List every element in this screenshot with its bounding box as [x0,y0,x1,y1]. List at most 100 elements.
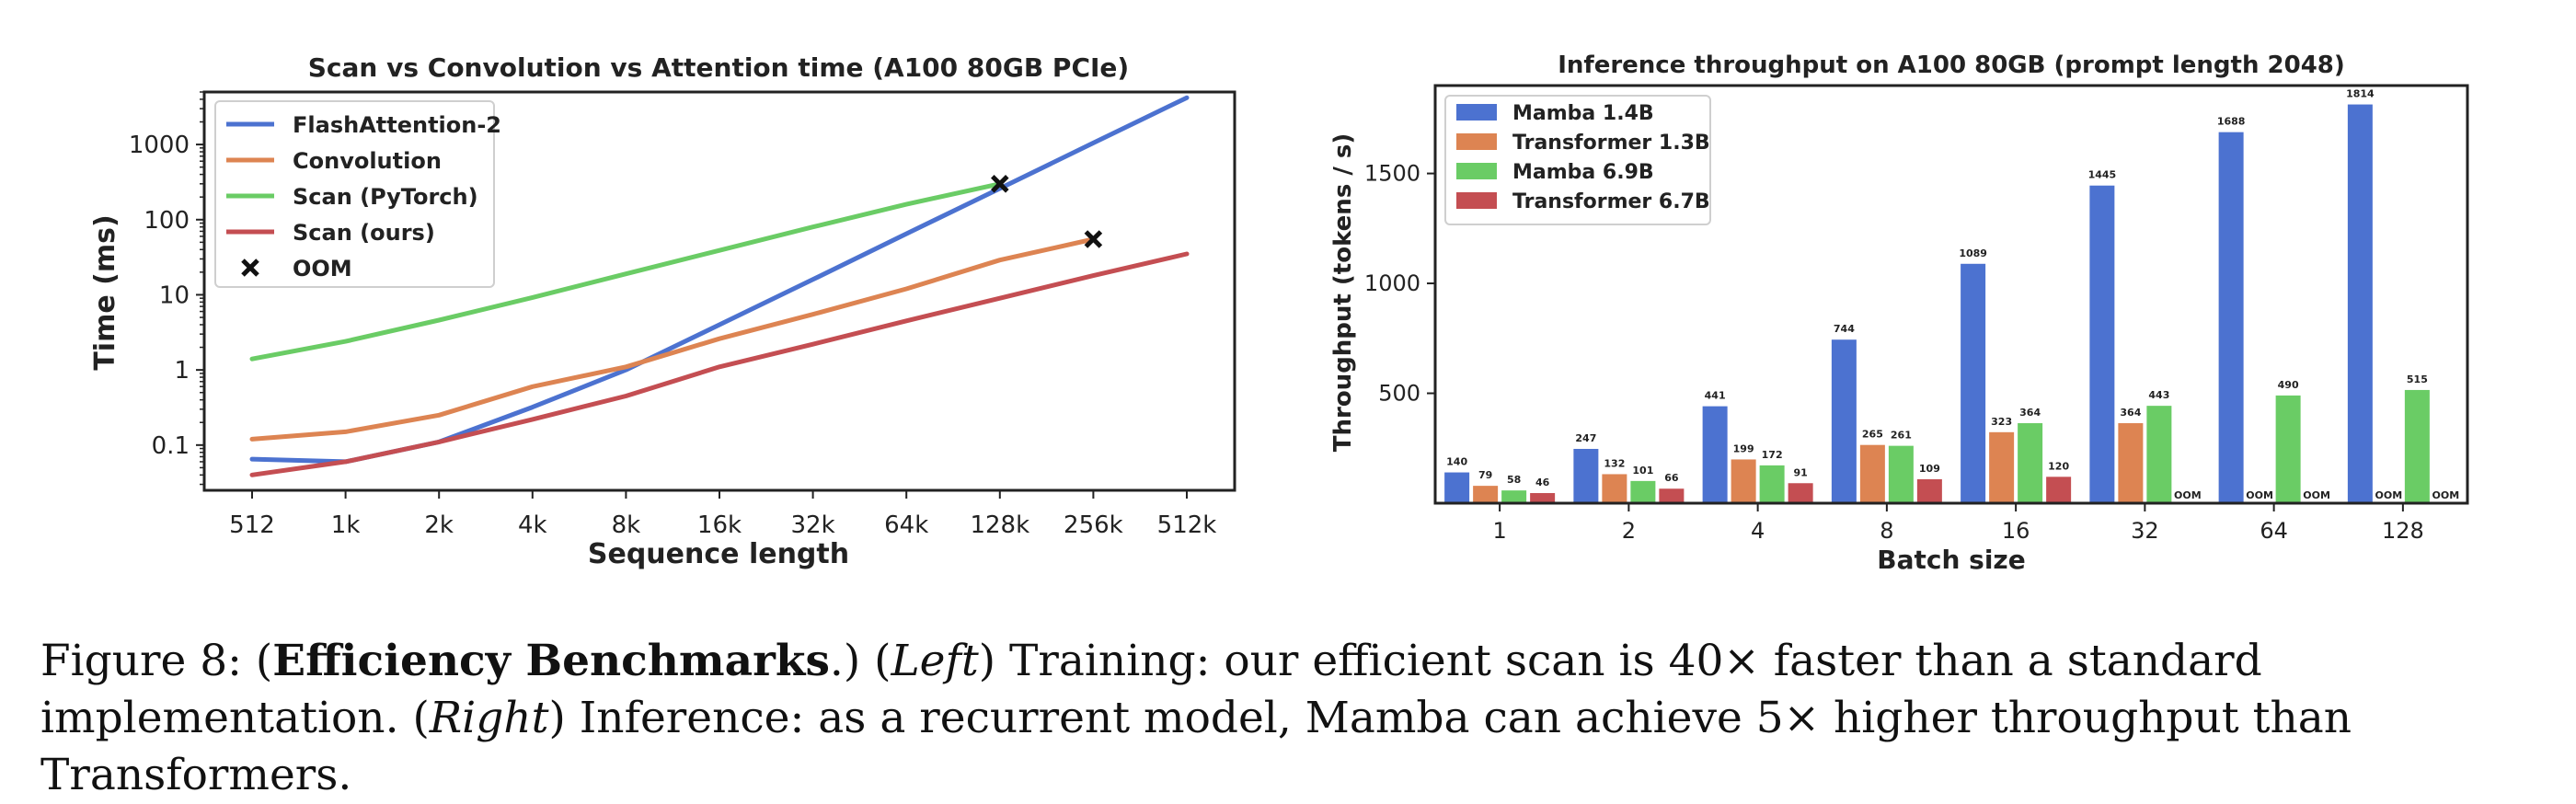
bar-mamba-1-4b-batch-2 [1573,448,1599,503]
bar-value-label: 1089 [1959,247,1987,259]
caption-mid-1: .) ( [829,636,891,686]
bar-oom-label: OOM [2432,489,2460,501]
legend-swatch-mamba-1-4b [1456,104,1497,121]
bar-mamba-6-9b-batch-32 [2146,406,2172,503]
right-bars: 140 79 58 46 247 132 101 66 441 199 172 91 744 265 261… [1444,88,2460,504]
bar-value-label: 101 [1632,465,1653,477]
bar-value-label: 247 [1575,432,1596,444]
x-tick-label-128k: 128k [970,511,1029,539]
y-tick-label-0-1: 0.1 [152,432,190,460]
bar-mamba-6-9b-batch-16 [2018,423,2043,503]
bar-mamba-1-4b-batch-128 [2347,104,2373,504]
legend-label-scan-pytorch: Scan (PyTorch) [293,184,478,210]
caption-prefix: Figure 8: ( [40,636,273,686]
y-tick-label-1500: 1500 [1364,161,1420,187]
bar-mamba-1-4b-batch-4 [1702,406,1728,503]
bar-value-label: 46 [1535,477,1550,488]
legend-label-mamba-1-4b: Mamba 1.4B [1512,102,1654,125]
y-tick-label-10: 10 [159,281,190,309]
legend-swatch-transformer-1-3b [1456,133,1497,150]
batch-tick-label-8: 8 [1880,518,1893,544]
caption-left-label: Left [891,636,979,686]
right-y-axis-label: Throughput (tokens / s) [1329,133,1357,453]
batch-tick-label-1: 1 [1492,518,1506,544]
bar-mamba-1-4b-batch-16 [1961,263,1986,503]
bar-value-label: 140 [1446,456,1467,468]
bar-value-label: 490 [2278,379,2299,391]
x-tick-label-512: 512 [229,511,275,539]
right-chart-title: Inference throughput on A100 80GB (promp… [1558,52,2345,79]
bar-value-label: 91 [1793,466,1807,478]
left-y-axis-label: Time (ms) [89,214,121,370]
bar-value-label: 261 [1891,430,1912,442]
y-tick-label-1: 1 [174,357,190,385]
bar-mamba-6-9b-batch-1 [1501,490,1527,503]
oom-marker-128k [991,175,1009,193]
bar-value-label: 443 [2148,389,2169,401]
series-line-convolution [249,236,1096,442]
bar-mamba-1-4b-batch-8 [1831,339,1857,503]
bar-mamba-1-4b-batch-64 [2218,132,2244,503]
bar-value-label: 744 [1834,323,1855,335]
inference-throughput-chart: Inference throughput on A100 80GB (promp… [1329,52,2469,575]
oom-marker-256k [1084,230,1103,248]
bar-value-label: 66 [1664,472,1679,484]
bar-oom-label: OOM [2303,489,2330,501]
legend-box [1444,95,1711,225]
y-tick-label-500: 500 [1378,381,1420,407]
caption-mid-2: ) Training: our efficient scan is 40× fa… [40,636,2262,743]
bar-value-label: 199 [1733,442,1754,454]
bar-transformer-1-3b-batch-32 [2118,423,2144,503]
bar-transformer-1-3b-batch-2 [1602,474,1627,503]
batch-tick-label-128: 128 [2382,518,2424,544]
y-tick-label-100: 100 [144,207,190,235]
bar-transformer-1-3b-batch-16 [1989,431,2015,503]
bar-value-label: 323 [1991,416,2012,428]
bar-value-label: 58 [1507,474,1521,486]
left-plot-frame [202,90,1236,492]
bar-value-label: 364 [2019,407,2041,419]
bar-transformer-1-3b-batch-4 [1731,459,1756,503]
bar-value-label: 1814 [2346,88,2375,100]
x-tick-label-1k: 1k [331,511,361,539]
batch-tick-label-16: 16 [2002,518,2030,544]
legend-swatch-oom [241,258,259,277]
bar-value-label: 79 [1478,469,1492,481]
y-tick-label-1000: 1000 [1364,270,1420,296]
bar-value-label: 441 [1705,390,1726,402]
legend-swatch-mamba-6-9b [1456,163,1497,179]
batch-tick-label-32: 32 [2131,518,2159,544]
bar-transformer-6-7b-batch-16 [2046,477,2072,503]
batch-tick-label-2: 2 [1622,518,1636,544]
bar-value-label: 132 [1604,457,1625,469]
x-tick-label-32k: 32k [791,511,835,539]
legend-label-convolution: Convolution [293,148,442,174]
scan-timing-chart: Scan vs Convolution vs Attention time (A… [89,52,1236,570]
right-axis-ticks: 1 2 4 8 16 32 64 128 500 1000 1500 [1364,161,2424,544]
x-tick-label-8k: 8k [612,511,641,539]
x-tick-label-512k: 512k [1157,511,1217,539]
caption-bold-title: Efficiency Benchmarks [272,636,830,686]
bar-transformer-1-3b-batch-1 [1473,486,1499,503]
x-tick-label-256k: 256k [1064,511,1123,539]
x-tick-label-64k: 64k [884,511,928,539]
bar-value-label: 515 [2407,373,2428,385]
bar-mamba-1-4b-batch-1 [1444,472,1470,503]
bar-value-label: 1688 [2217,116,2246,128]
batch-tick-label-64: 64 [2260,518,2288,544]
bar-value-label: 172 [1762,449,1783,461]
left-axis-ticks: 512 1k 2k 4k 8k 16k 32k 64k 128k 256k 512k 0.1 1 10 10… [129,91,1217,539]
series-line-scan-ours [249,251,1190,477]
right-legend: Mamba 1.4B Transformer 1.3B Mamba 6.9B Tran… [1444,95,1711,225]
left-oom-markers [991,175,1103,248]
right-plot-frame [1433,84,2469,505]
bar-oom-label: OOM [2375,489,2403,501]
right-x-axis-label: Batch size [1877,545,2025,575]
y-tick-label-1000: 1000 [129,132,190,159]
bar-transformer-6-7b-batch-8 [1916,478,1942,503]
series-line-scan-pytorch [249,181,1003,362]
left-x-axis-label: Sequence length [588,538,849,570]
legend-label-mamba-6-9b: Mamba 6.9B [1512,161,1654,184]
left-legend: FlashAttention-2 Convolution Scan (PyTorch… [214,100,501,288]
legend-box [214,100,495,288]
